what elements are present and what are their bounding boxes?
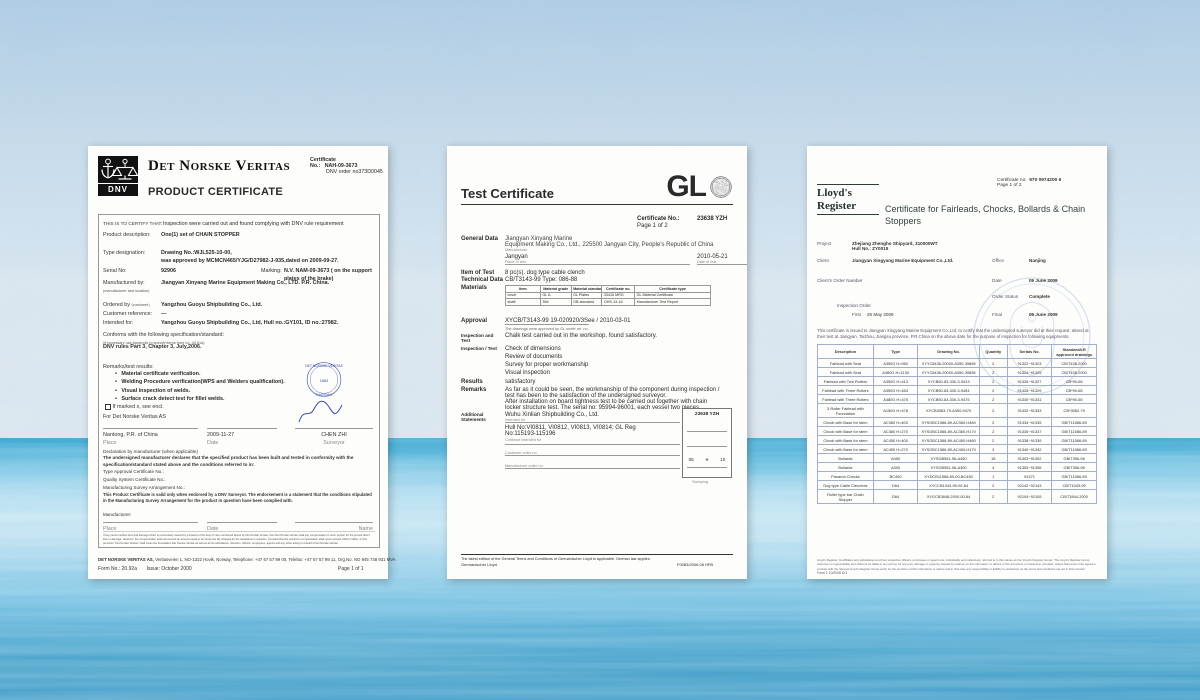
svg-text:DET NORSKE VERITAS: DET NORSKE VERITAS xyxy=(305,364,343,368)
svg-text:1864: 1864 xyxy=(320,379,329,383)
svg-text:SHANGHAI: SHANGHAI xyxy=(316,393,332,397)
